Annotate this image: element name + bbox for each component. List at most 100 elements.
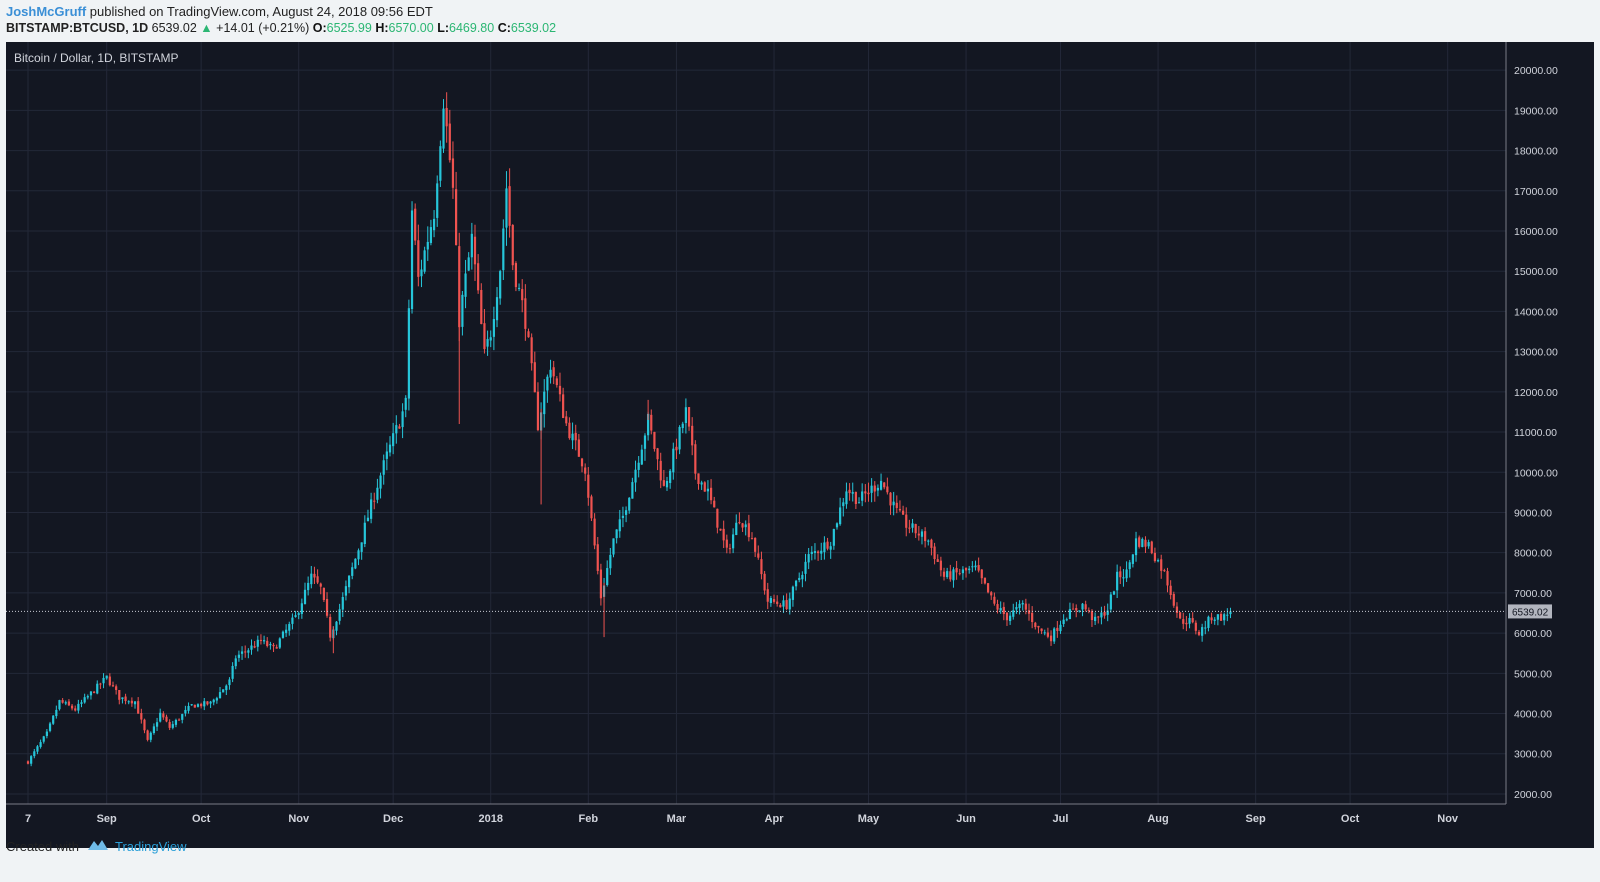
candle-up	[612, 538, 615, 558]
tradingview-logo-icon[interactable]	[87, 838, 109, 855]
candle-down	[584, 463, 587, 482]
candle-up	[1012, 603, 1015, 620]
author-link[interactable]: JoshMcGruff	[6, 4, 87, 19]
candle-down	[599, 563, 603, 606]
candle-up	[388, 436, 392, 457]
candle-down	[1031, 606, 1034, 629]
candle-up	[801, 571, 804, 588]
candle-up	[892, 491, 895, 516]
price-tick-label: 19000.00	[1514, 105, 1558, 117]
candle-up	[351, 562, 354, 580]
candle-up	[344, 580, 348, 601]
candle-down	[93, 690, 96, 694]
candle-up	[133, 700, 137, 709]
candle-down	[848, 483, 851, 501]
candle-up	[209, 700, 212, 709]
candle-down	[244, 645, 247, 658]
candle-down	[373, 492, 376, 510]
candle-down	[99, 682, 102, 689]
candles-layer	[26, 92, 1232, 767]
candle-up	[420, 259, 423, 288]
candle-up	[1226, 608, 1229, 622]
candle-up	[42, 735, 45, 744]
candle-down	[451, 141, 455, 199]
chart-panel[interactable]: 2000.00 3000.00 4000.00 5000.00 6000.00 7000.…	[6, 42, 1594, 848]
candle-up	[1081, 602, 1084, 617]
candle-up	[366, 509, 370, 522]
candle-up	[1207, 615, 1210, 632]
price-tick-label: 11000.00	[1514, 427, 1557, 439]
candle-up	[829, 541, 832, 559]
candle-down	[1097, 615, 1100, 624]
candle-up	[845, 482, 848, 509]
candle-down	[766, 582, 769, 610]
candle-down	[750, 532, 754, 540]
time-tick-label: Oct	[1341, 813, 1360, 825]
candle-up	[911, 518, 914, 533]
candle-up	[159, 708, 162, 723]
candle-down	[455, 171, 458, 246]
candle-up	[30, 755, 33, 767]
candle-down	[716, 508, 719, 534]
candle-down	[867, 482, 870, 502]
candle-up	[615, 529, 618, 544]
candle-down	[108, 673, 111, 687]
candle-up	[621, 506, 625, 528]
candle-up	[55, 705, 58, 719]
candle-down	[137, 697, 140, 714]
symbol-label: BITSTAMP:BTCUSD, 1D	[6, 21, 149, 35]
candle-up	[499, 269, 502, 305]
candle-up	[404, 395, 407, 418]
candle-down	[785, 593, 788, 611]
candle-up	[215, 696, 218, 704]
price-tick-label: 10000.00	[1514, 467, 1558, 479]
candle-up	[294, 610, 297, 618]
price-tick-label: 6000.00	[1514, 628, 1552, 640]
candle-up	[634, 460, 637, 492]
candle-down	[124, 693, 127, 705]
candle-up	[1188, 613, 1191, 629]
candle-up	[181, 713, 184, 724]
candle-up	[791, 585, 795, 607]
candle-down	[448, 109, 451, 163]
candle-up	[851, 482, 854, 502]
price-tick-label: 8000.00	[1514, 548, 1552, 560]
candle-up	[870, 478, 873, 503]
candle-up	[341, 592, 344, 618]
chart-title: Bitcoin / Dollar, 1D, BITSTAMP	[14, 51, 179, 65]
candle-down	[936, 554, 939, 562]
candle-down	[590, 494, 593, 522]
candle-up	[1156, 558, 1160, 563]
candle-up	[83, 693, 86, 704]
candle-up	[669, 469, 672, 489]
candle-up	[370, 492, 373, 524]
candle-down	[977, 557, 980, 573]
candle-down	[562, 387, 565, 419]
candle-up	[300, 598, 303, 619]
candle-up	[196, 703, 200, 708]
tradingview-link[interactable]: TradingView	[114, 839, 187, 854]
candle-up	[423, 246, 426, 274]
candle-up	[1131, 553, 1134, 568]
candle-up	[672, 442, 675, 480]
candle-down	[508, 168, 511, 238]
price-chart[interactable]: 2000.00 3000.00 4000.00 5000.00 6000.00 7000.…	[6, 42, 1594, 848]
time-axis[interactable]: 7 Sep Oct Nov Dec 2018 Feb Mar Apr May Jun Jul Aug Se…	[25, 813, 1459, 825]
candle-down	[1119, 566, 1122, 585]
candle-up	[502, 219, 505, 280]
open-value: 6525.99	[326, 21, 372, 35]
candle-down	[67, 699, 71, 707]
candle-down	[883, 482, 886, 490]
candle-up	[1116, 564, 1119, 599]
close-label: C:	[497, 21, 511, 35]
candle-down	[272, 642, 275, 653]
candle-up	[606, 560, 609, 587]
candle-down	[115, 684, 118, 695]
candle-up	[247, 648, 250, 659]
time-tick-label: May	[858, 813, 880, 825]
candle-up	[999, 601, 1002, 614]
candle-down	[930, 538, 933, 556]
price-tick-label: 3000.00	[1514, 749, 1552, 761]
candle-down	[656, 447, 659, 471]
price-axis[interactable]: 2000.00 3000.00 4000.00 5000.00 6000.00 7000.…	[1514, 65, 1558, 801]
